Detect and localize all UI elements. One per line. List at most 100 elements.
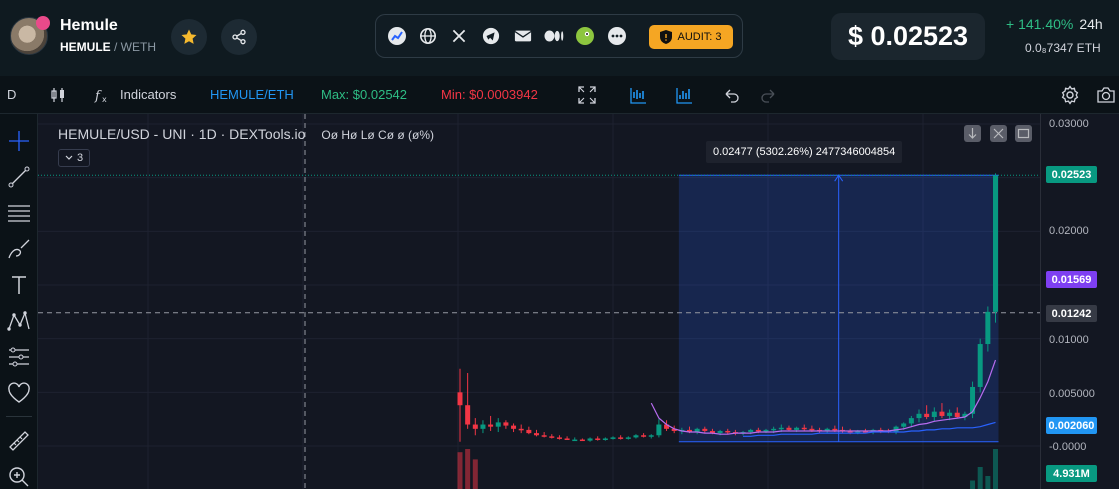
redo-button[interactable] bbox=[758, 84, 780, 106]
candle-body bbox=[503, 422, 509, 426]
camera-icon bbox=[1097, 87, 1115, 103]
candle-body bbox=[954, 412, 960, 418]
candle-type-icon bbox=[51, 88, 64, 102]
candle-body bbox=[725, 430, 731, 433]
email-link[interactable] bbox=[513, 26, 533, 46]
candle-body bbox=[549, 436, 555, 438]
candle-body bbox=[931, 411, 937, 418]
candle-body bbox=[610, 437, 616, 439]
max-price-label: Max: $0.02542 bbox=[321, 87, 408, 102]
text-tool[interactable] bbox=[6, 272, 32, 298]
chart-type-button[interactable] bbox=[47, 84, 69, 106]
volume-bar bbox=[977, 467, 983, 489]
trend-line-icon bbox=[8, 166, 30, 188]
indicators-button[interactable]: Indicators bbox=[120, 87, 177, 102]
more-icon bbox=[608, 27, 626, 45]
candle-body bbox=[488, 424, 494, 427]
pair-toggle[interactable]: HEMULE/ETH bbox=[210, 87, 294, 102]
volume-bars-button[interactable] bbox=[627, 84, 649, 106]
brush-tool[interactable] bbox=[6, 236, 32, 262]
axis-tick: 0.03000 bbox=[1049, 118, 1089, 130]
audit-button[interactable]: AUDIT: 3 bbox=[649, 25, 733, 49]
fib-lines-tool[interactable] bbox=[6, 200, 32, 226]
coingecko-icon bbox=[576, 27, 594, 45]
ma-line bbox=[650, 359, 997, 435]
x-icon bbox=[452, 29, 466, 43]
website-link[interactable] bbox=[418, 26, 438, 46]
fullscreen-button[interactable] bbox=[576, 84, 598, 106]
chart-down-button[interactable] bbox=[964, 125, 981, 142]
axis-tick: 0.02000 bbox=[1049, 225, 1089, 237]
chart-maximize-button[interactable] bbox=[1015, 125, 1032, 142]
crosshair-icon bbox=[9, 131, 29, 151]
favorite-button[interactable] bbox=[171, 19, 207, 55]
candle-body bbox=[641, 435, 647, 437]
pattern-tool[interactable] bbox=[6, 308, 32, 334]
prediction-tool[interactable] bbox=[6, 344, 32, 370]
depth-bars-button[interactable] bbox=[673, 84, 695, 106]
crosshair-tool[interactable] bbox=[6, 128, 32, 154]
eth-price: 0.0₈7347 ETH bbox=[1025, 41, 1101, 55]
candle-body bbox=[472, 424, 478, 429]
candle-body bbox=[480, 424, 486, 429]
ruler-icon bbox=[9, 431, 29, 451]
volume-bar bbox=[472, 459, 478, 489]
telegram-link[interactable] bbox=[481, 26, 501, 46]
candle-body bbox=[778, 427, 784, 430]
candle-body bbox=[572, 439, 578, 442]
volume-bar bbox=[457, 452, 463, 489]
candle-body bbox=[977, 344, 983, 387]
timeframe-button[interactable]: D bbox=[7, 87, 17, 102]
drawing-tools bbox=[0, 114, 38, 489]
globe-icon bbox=[419, 27, 437, 45]
coingecko-link[interactable] bbox=[575, 26, 595, 46]
volume-bar bbox=[970, 480, 976, 489]
telegram-icon bbox=[482, 27, 500, 45]
dextools-link[interactable] bbox=[387, 26, 407, 46]
favorites-tool[interactable] bbox=[6, 380, 32, 406]
candle-body bbox=[511, 425, 517, 429]
chart-settings-button[interactable] bbox=[1059, 84, 1081, 106]
social-links-bar: AUDIT: 3 bbox=[375, 14, 743, 58]
medium-icon bbox=[544, 30, 564, 42]
zoom-tool[interactable] bbox=[6, 464, 32, 489]
current-price: $ 0.02523 bbox=[831, 13, 985, 60]
candle-body bbox=[794, 427, 800, 430]
ma-blue-price-tag: 0.002060 bbox=[1046, 417, 1097, 434]
chart-legend: HEMULE/USD - UNI · 1D · DEXTools.io Oø Hø… bbox=[58, 126, 434, 142]
more-links-button[interactable] bbox=[607, 26, 627, 46]
candle-body bbox=[939, 411, 945, 416]
candle-body bbox=[924, 413, 930, 418]
ruler-tool[interactable] bbox=[6, 428, 32, 454]
measure-arrow-head bbox=[834, 174, 844, 182]
last-price-tag: 0.02523 bbox=[1046, 166, 1097, 183]
candle-body bbox=[495, 422, 501, 427]
candle-body bbox=[970, 386, 976, 414]
candle-body bbox=[717, 430, 723, 434]
pair-quote: / WETH bbox=[114, 40, 157, 54]
measure-label: 0.02477 (5302.26%) 2477346004854 bbox=[706, 141, 903, 163]
undo-button[interactable] bbox=[720, 84, 742, 106]
chart-close-button[interactable] bbox=[990, 125, 1007, 142]
twitter-link[interactable] bbox=[449, 26, 469, 46]
volume-bar bbox=[985, 476, 991, 489]
candle-body bbox=[633, 435, 639, 438]
candle-body bbox=[985, 311, 991, 345]
trend-line-tool[interactable] bbox=[6, 164, 32, 190]
medium-link[interactable] bbox=[544, 26, 564, 46]
indicators-toggle[interactable]: 3 bbox=[58, 149, 90, 167]
maximize-icon bbox=[1017, 128, 1030, 139]
candle-body bbox=[556, 437, 562, 439]
candle-body bbox=[901, 423, 907, 427]
share-button[interactable] bbox=[221, 19, 257, 55]
price-chart[interactable]: HEMULE/USD - UNI · 1D · DEXTools.io Oø Hø… bbox=[38, 114, 1040, 489]
candle-body bbox=[656, 424, 662, 436]
candle-body bbox=[595, 438, 601, 440]
chart-canvas[interactable] bbox=[38, 114, 1040, 489]
price-axis[interactable]: 0.03000 0.02000 0.01000 0.005000 -0.0000… bbox=[1040, 114, 1119, 489]
screenshot-button[interactable] bbox=[1095, 84, 1117, 106]
brush-icon bbox=[8, 239, 30, 259]
